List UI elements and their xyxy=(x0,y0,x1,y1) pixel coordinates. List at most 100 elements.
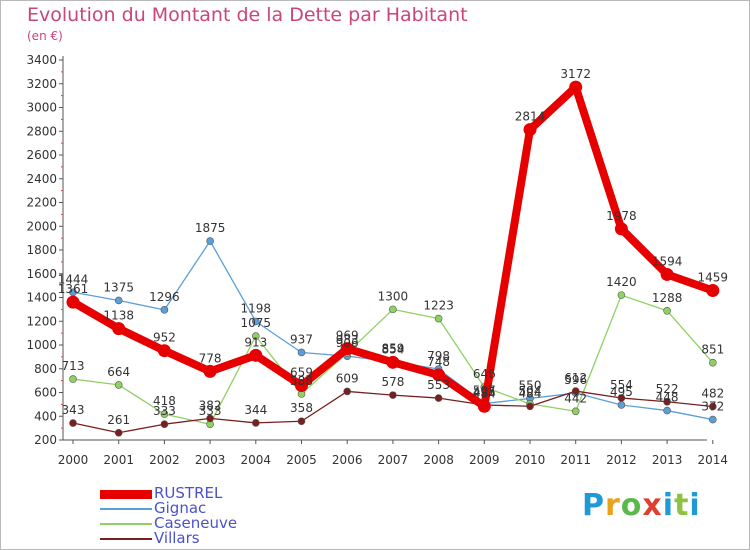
logo-letter: r xyxy=(605,488,621,523)
x-tick-label: 2012 xyxy=(606,453,637,467)
data-label-rustrel: 854 xyxy=(381,342,404,356)
data-point-caseneuve xyxy=(434,314,443,323)
data-point-villars xyxy=(617,394,626,402)
data-point-rustrel xyxy=(340,342,354,356)
data-label-rustrel: 748 xyxy=(427,355,450,369)
data-point-rustrel xyxy=(477,399,491,413)
data-label-villars: 358 xyxy=(290,401,313,415)
data-label-gignac: 859 xyxy=(381,342,404,356)
data-point-rustrel xyxy=(112,322,126,336)
data-label-villars: 578 xyxy=(381,375,404,389)
data-point-villars xyxy=(571,387,580,395)
x-tick-label: 2001 xyxy=(103,453,134,467)
data-point-villars xyxy=(252,419,260,427)
data-point-caseneuve xyxy=(114,381,123,389)
data-point-villars xyxy=(434,394,443,402)
data-label-gignac: 1444 xyxy=(58,272,89,286)
data-point-villars xyxy=(69,419,77,427)
data-point-gignac xyxy=(114,296,123,305)
data-label-villars: 344 xyxy=(244,403,267,417)
x-tick-label: 2007 xyxy=(378,453,409,467)
x-tick-label: 2002 xyxy=(149,453,180,467)
y-tick-label: 2200 xyxy=(26,196,57,210)
data-point-villars xyxy=(526,402,534,411)
logo-letter: i xyxy=(662,488,675,523)
y-tick-label: 400 xyxy=(34,409,57,423)
data-label-caseneuve: 933 xyxy=(336,333,359,347)
y-tick-label: 800 xyxy=(34,362,57,376)
data-point-caseneuve xyxy=(571,407,580,416)
data-point-rustrel xyxy=(569,80,583,94)
data-point-caseneuve xyxy=(389,305,397,314)
chart-subtitle: (en €) xyxy=(27,29,63,43)
data-label-rustrel: 1594 xyxy=(652,254,683,268)
data-point-caseneuve xyxy=(252,332,260,340)
logo-letter: o xyxy=(620,488,643,523)
data-point-caseneuve xyxy=(160,410,169,418)
x-tick-label: 2014 xyxy=(698,453,729,467)
data-label-caseneuve: 713 xyxy=(62,359,85,373)
data-label-gignac: 937 xyxy=(290,332,313,346)
data-label-gignac: 798 xyxy=(427,349,450,363)
data-label-rustrel: 659 xyxy=(290,365,313,379)
y-tick-label: 1400 xyxy=(26,291,57,305)
data-point-rustrel xyxy=(386,355,400,369)
data-point-gignac xyxy=(206,237,214,245)
legend-swatch-rustrel xyxy=(100,490,152,499)
x-tick-label: 2006 xyxy=(332,453,363,467)
x-tick-label: 2005 xyxy=(286,453,317,467)
data-label-gignac: 1375 xyxy=(103,280,134,294)
data-label-caseneuve: 442 xyxy=(564,391,587,405)
data-label-caseneuve: 1300 xyxy=(378,289,409,303)
x-tick-label: 2009 xyxy=(469,453,500,467)
data-label-villars: 612 xyxy=(564,371,587,385)
data-label-villars: 382 xyxy=(199,398,222,412)
logo-letter: x xyxy=(642,488,663,523)
logo-letter: t xyxy=(674,488,690,523)
data-label-rustrel: 1459 xyxy=(698,270,729,284)
data-label-gignac: 1198 xyxy=(241,301,272,315)
data-label-caseneuve: 504 xyxy=(519,384,542,398)
data-point-gignac xyxy=(297,348,306,357)
y-tick-label: 600 xyxy=(34,386,57,400)
y-tick-label: 2400 xyxy=(26,172,57,186)
data-label-caseneuve: 664 xyxy=(107,365,130,379)
legend-label-rustrel: RUSTREL xyxy=(154,484,223,502)
data-point-rustrel xyxy=(295,378,308,392)
data-label-gignac: 507 xyxy=(473,384,496,398)
data-point-caseneuve xyxy=(708,358,717,367)
y-tick-label: 1600 xyxy=(26,267,57,281)
data-point-rustrel xyxy=(249,348,263,362)
data-point-rustrel xyxy=(706,283,720,297)
data-label-gignac: 448 xyxy=(656,391,679,405)
data-point-rustrel xyxy=(660,267,674,281)
y-tick-label: 1000 xyxy=(26,338,57,352)
x-tick-label: 2013 xyxy=(652,453,683,467)
data-label-villars: 522 xyxy=(656,382,679,396)
y-tick-label: 1200 xyxy=(26,314,57,328)
data-label-rustrel: 3172 xyxy=(560,67,591,81)
data-label-villars: 484 xyxy=(519,386,542,400)
data-point-gignac xyxy=(617,401,626,409)
data-point-gignac xyxy=(663,406,671,415)
data-point-villars xyxy=(297,417,306,426)
data-label-rustrel: 1361 xyxy=(58,282,89,296)
data-label-gignac: 1875 xyxy=(195,221,226,235)
legend-label-villars: Villars xyxy=(154,529,200,547)
data-label-gignac: 495 xyxy=(610,385,633,399)
data-label-gignac: 596 xyxy=(564,373,587,387)
legend-label-caseneuve: Caseneuve xyxy=(154,514,238,532)
data-point-caseneuve xyxy=(663,306,671,315)
y-tick-label: 2600 xyxy=(26,148,57,162)
data-label-gignac: 372 xyxy=(701,400,724,414)
data-point-gignac xyxy=(252,317,260,326)
legend-swatch-villars xyxy=(100,538,152,540)
x-tick-label: 2008 xyxy=(423,453,454,467)
data-label-rustrel: 484 xyxy=(473,386,496,400)
data-point-villars xyxy=(663,397,671,406)
proxiti-logo: Proxiti xyxy=(582,488,701,523)
logo-letter: P xyxy=(582,488,605,523)
data-label-rustrel: 952 xyxy=(153,331,176,345)
